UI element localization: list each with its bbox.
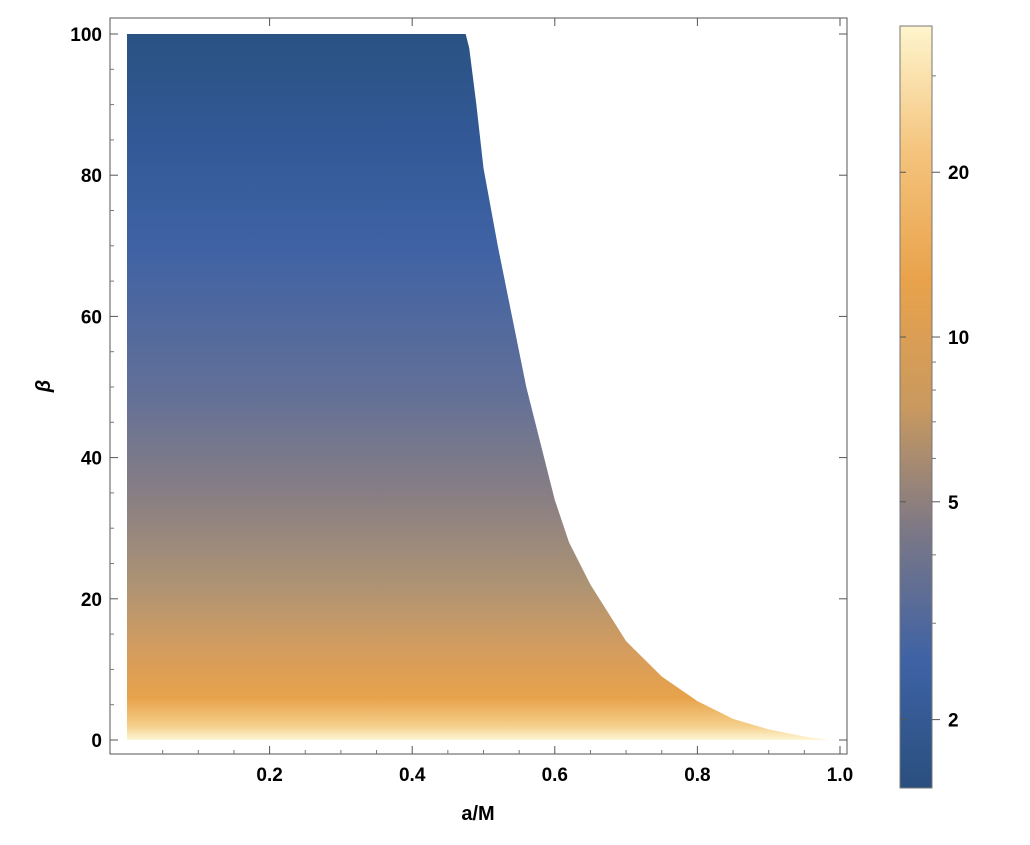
- y-axis-ticks: 0 20 40 60 80 100: [70, 25, 847, 752]
- y-tick-label: 20: [81, 590, 102, 611]
- y-tick-label: 60: [81, 307, 102, 328]
- colorbar-gradient: [899, 25, 933, 789]
- colorbar-tick-label: 10: [948, 328, 969, 349]
- x-tick-label: 0.2: [256, 765, 282, 786]
- plot-area: 0.2 0.4 0.6 0.8 1.0 0 20 40 60 80 100: [70, 17, 853, 786]
- x-tick-label: 0.8: [684, 765, 710, 786]
- plot-frame: [109, 17, 848, 755]
- x-tick-label: 1.0: [827, 765, 853, 786]
- colorbar-ticks: 2 5 10 20: [900, 75, 969, 732]
- x-tick-label: 0.4: [399, 765, 426, 786]
- x-axis-label: a/M: [461, 803, 494, 825]
- colorbar-tick-label: 5: [948, 493, 959, 514]
- y-axis-label: β: [33, 380, 55, 393]
- y-tick-label: 40: [81, 449, 102, 470]
- colorbar-tick-label: 20: [948, 163, 969, 184]
- y-tick-label: 80: [81, 166, 102, 187]
- y-tick-label: 100: [70, 25, 102, 46]
- x-axis-ticks: 0.2 0.4 0.6 0.8 1.0: [162, 18, 853, 786]
- x-tick-label: 0.6: [542, 765, 568, 786]
- colorbar: 2 5 10 20: [899, 25, 969, 789]
- y-tick-label: 0: [91, 731, 102, 752]
- colorbar-tick-label: 2: [948, 711, 959, 732]
- heatmap-region: [127, 34, 830, 740]
